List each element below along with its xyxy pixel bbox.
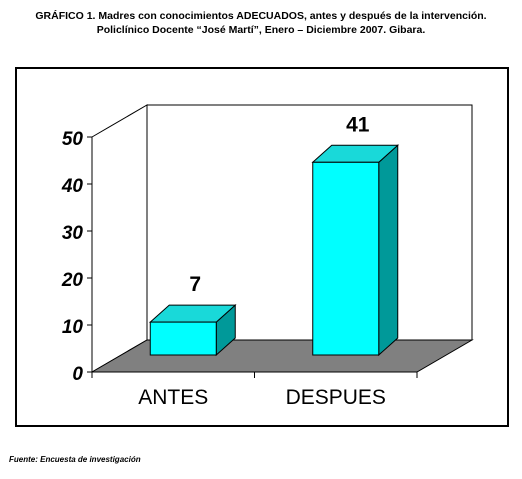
y-tick-label: 10 [62, 317, 84, 338]
x-category-label: DESPUES [286, 386, 386, 409]
y-tick-label: 20 [61, 270, 84, 291]
data-label: 7 [189, 273, 201, 296]
chart-title: GRÁFICO 1. Madres con conocimientos ADEC… [0, 9, 522, 37]
bar-antes [149, 321, 217, 356]
x-category-label: ANTES [138, 386, 208, 409]
chart-floor [90, 339, 474, 373]
chart-title-line2: Policlínico Docente “José Martí”, Enero … [96, 24, 426, 36]
source-note: Fuente: Encuesta de investigación [9, 455, 141, 464]
bar-despues [312, 161, 380, 356]
chart-frame: 0 10 20 30 40 50 7 ANTES 41 DESPUES [15, 67, 509, 427]
data-label: 41 [346, 113, 370, 136]
y-tick-label: 40 [61, 176, 84, 197]
y-tick-label: 50 [62, 129, 84, 150]
bar-chart: 0 10 20 30 40 50 7 ANTES 41 DESPUES [61, 104, 474, 409]
chart-side-wall [91, 104, 148, 373]
y-tick-label: 0 [72, 364, 83, 385]
chart-title-line1: GRÁFICO 1. Madres con conocimientos ADEC… [35, 10, 487, 22]
bar-side-despues [378, 144, 399, 357]
y-tick-label: 30 [62, 223, 84, 244]
